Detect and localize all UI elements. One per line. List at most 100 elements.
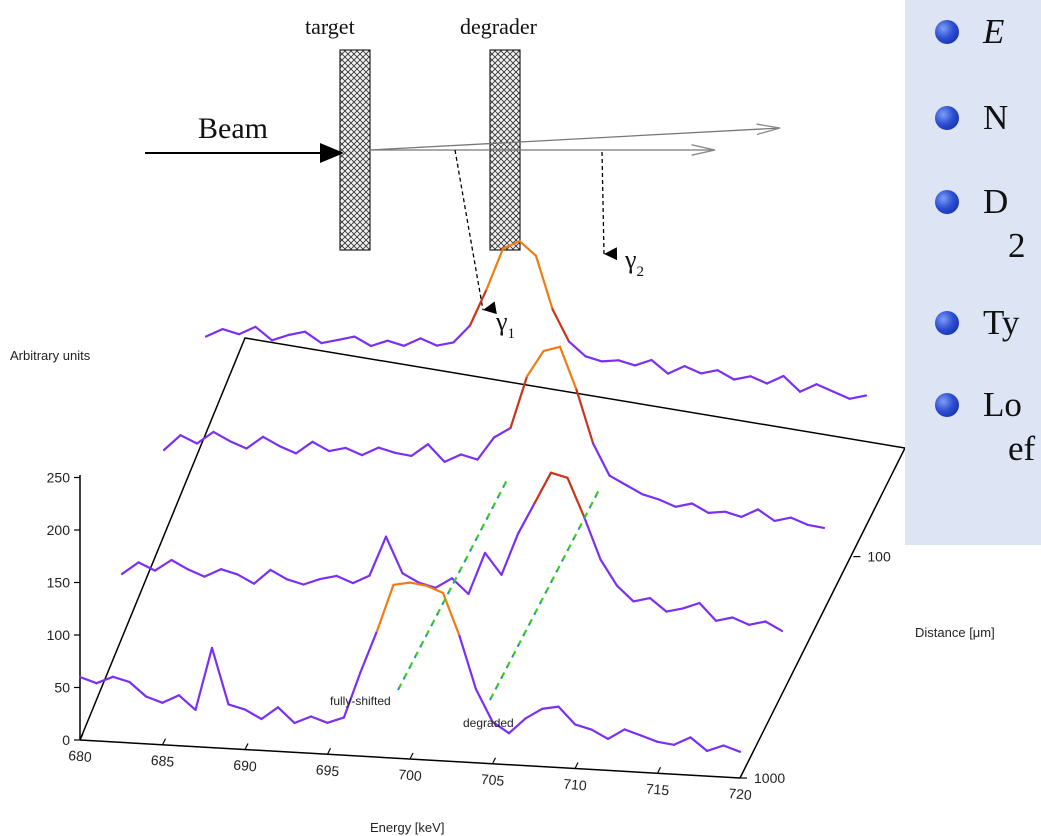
spectrum-segment (153, 558, 173, 572)
spectrum-segment (128, 680, 148, 698)
x-tick-label: 710 (563, 776, 588, 794)
y-tick-label: 150 (47, 575, 71, 591)
spectrum-segment (294, 440, 314, 455)
spectrum-segment (665, 607, 685, 613)
spectrum-segment (392, 581, 412, 586)
gamma2-arrow (601, 151, 618, 261)
spectrum-segment (723, 510, 743, 519)
spectrum-segment (260, 706, 280, 721)
spectrum-segment (144, 695, 164, 704)
spectrum-segment (353, 335, 373, 348)
z-axis (739, 447, 906, 779)
x-tick-label: 685 (150, 752, 175, 770)
recoil-path-upper (369, 128, 780, 151)
spectrum-segment (657, 498, 677, 508)
spectrum-segment (764, 620, 784, 633)
spectrum-segment (360, 446, 380, 457)
spectrum-segment (293, 715, 313, 725)
spectrum-segment (419, 337, 439, 347)
spectrum-segment (210, 646, 230, 706)
spectrum-segment (590, 728, 610, 741)
bullet-dot-icon (935, 106, 959, 130)
spectrum-segment (309, 715, 329, 724)
spectrum-segment (591, 442, 611, 477)
spectrum-series-3 (204, 240, 868, 400)
spectrum-segment (699, 369, 719, 375)
spectrum-segment (359, 629, 379, 674)
x-tick-mark (491, 757, 497, 765)
bullet-continuation: 2 (1008, 226, 1026, 265)
spectrum-segment (311, 440, 331, 453)
spectrum-segment (789, 516, 809, 526)
spectrum-segment (212, 430, 232, 443)
spectrum-segment (252, 568, 272, 585)
spectrum-segment (501, 240, 521, 250)
spectrum-segment (344, 446, 364, 457)
fully-shifted-label: fully-shifted (330, 694, 391, 708)
spectrum-segment (443, 453, 463, 463)
spectrum-segment (459, 453, 479, 461)
bullet-item: E (935, 12, 1004, 52)
spectrum-segment (261, 435, 281, 448)
plot-back-frame (79, 337, 906, 741)
degrader-label: degrader (460, 14, 538, 39)
degraded-guide-overlay (489, 487, 601, 701)
spectrum-segment (549, 471, 569, 479)
spectrum-segment (434, 577, 454, 589)
spectrum-segment (608, 474, 628, 487)
spectrum-segment (567, 340, 587, 358)
spectrum-series-1 (120, 471, 784, 633)
degraded-guide (489, 487, 601, 701)
spectrum-segment (690, 502, 710, 515)
spectrum-segment (672, 736, 692, 746)
spectrum-segment (773, 516, 793, 523)
y-tick-label: 250 (47, 470, 71, 486)
bullet-text: D (983, 182, 1009, 221)
x-tick-label: 720 (728, 785, 753, 803)
x-tick-label: 705 (480, 771, 505, 789)
spectrum-segment (524, 707, 544, 720)
spectrum-segment (641, 493, 661, 501)
x-axis-title: Energy [keV] (370, 820, 444, 835)
spectrum-segment (648, 596, 668, 613)
spectrum-segment (342, 670, 362, 719)
spectrum-segment (689, 736, 709, 753)
spectrum-segment (302, 577, 322, 586)
spectrum-segment (575, 388, 595, 445)
bullet-dot-icon (935, 190, 959, 214)
gamma1-arrow (454, 149, 497, 315)
bullet-dot-icon (935, 20, 959, 44)
spectrum-segment (468, 288, 488, 327)
spectrum-segment (120, 561, 140, 576)
spectrum-segment (186, 568, 206, 578)
spectrum-segment (542, 345, 562, 353)
bullet-item: D (935, 182, 1008, 222)
spectrum-segment (674, 502, 694, 508)
spectrum-segment (270, 333, 290, 342)
spectrum-segment (393, 451, 413, 457)
spectrum-segment (500, 532, 520, 577)
spectrum-segment (716, 369, 736, 381)
spectrum-segment (386, 339, 406, 347)
target-foil (339, 49, 371, 251)
spectrum-segment (540, 705, 560, 711)
x-ticks: 680 685 690 695 700 705 710 715 720 (68, 733, 753, 803)
spectrum-segment (666, 365, 686, 375)
x-tick-mark (161, 738, 167, 746)
x-tick-mark (574, 762, 579, 769)
x-tick-mark (656, 766, 662, 774)
x-tick-mark (244, 743, 249, 750)
gamma1-label: γ1 (495, 307, 515, 342)
spectrum-segment (584, 355, 604, 363)
spectrum-segment (276, 706, 296, 725)
x-tick-mark (326, 747, 332, 755)
spectrum-segment (369, 339, 389, 348)
spectrum-series-2 (162, 345, 826, 530)
spectrum-segment (111, 675, 131, 684)
spectrum-segment (747, 620, 767, 626)
spectrum-segment (509, 375, 529, 430)
spectrum-segment (681, 601, 701, 610)
spectrum-segment (320, 338, 340, 345)
spectrum-segment (623, 728, 643, 737)
spectrum-segment (303, 330, 323, 345)
